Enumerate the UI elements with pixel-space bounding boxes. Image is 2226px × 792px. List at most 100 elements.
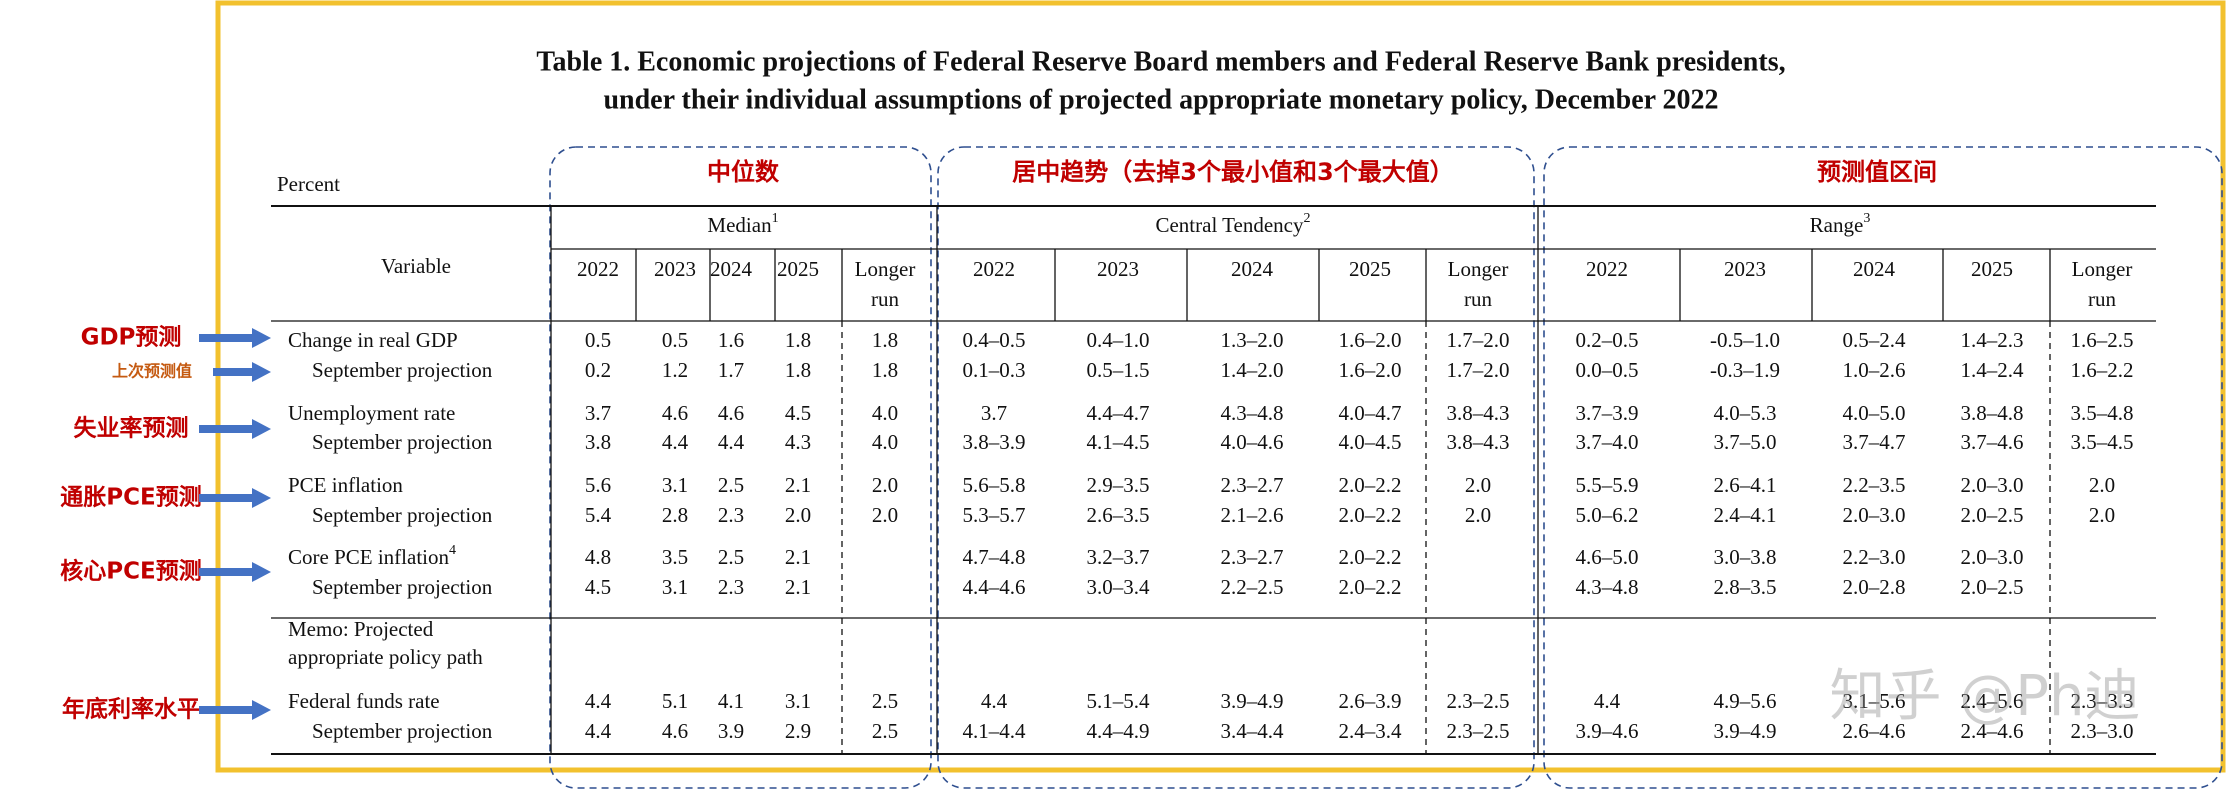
cell: -0.3–1.9 bbox=[1710, 358, 1780, 382]
cell: 3.7–4.0 bbox=[1576, 430, 1639, 454]
cell: 2.3–3.3 bbox=[2071, 689, 2134, 713]
group-header: Range3 bbox=[1810, 211, 1871, 237]
cell: 5.0–6.2 bbox=[1576, 503, 1639, 527]
cell: 0.4–0.5 bbox=[963, 328, 1026, 352]
cell: 2.0–3.0 bbox=[1961, 473, 2024, 497]
cell: 2.5 bbox=[872, 689, 898, 713]
cell: 4.4 bbox=[1594, 689, 1621, 713]
column-header: 2024 bbox=[710, 257, 753, 281]
cell: 2.4–4.1 bbox=[1714, 503, 1777, 527]
row-label: September projection bbox=[312, 719, 493, 743]
arrow-shaft bbox=[199, 334, 255, 342]
cell: 1.7 bbox=[718, 358, 744, 382]
row-label: PCE inflation bbox=[288, 473, 403, 497]
cell: 3.7 bbox=[585, 401, 611, 425]
arrow-shaft bbox=[213, 368, 255, 376]
title-line: Table 1. Economic projections of Federal… bbox=[536, 46, 1785, 77]
cell: 2.9–3.5 bbox=[1087, 473, 1150, 497]
cell: 2.0 bbox=[2089, 473, 2115, 497]
cell: 2.0–3.0 bbox=[1961, 545, 2024, 569]
group-name: Range bbox=[1810, 213, 1864, 237]
footnote: 1 bbox=[772, 211, 779, 226]
cell: 2.6–3.9 bbox=[1339, 689, 1402, 713]
cell: 4.0 bbox=[872, 430, 898, 454]
annotation: 通胀PCE预测 bbox=[60, 485, 201, 511]
column-header: run bbox=[2088, 287, 2116, 311]
column-header: 2022 bbox=[577, 257, 619, 281]
column-header: run bbox=[1464, 287, 1492, 311]
column-header: 2025 bbox=[777, 257, 819, 281]
cell: 1.0–2.6 bbox=[1843, 358, 1906, 382]
cell: 1.8 bbox=[872, 358, 898, 382]
cell: 2.0–2.5 bbox=[1961, 503, 2024, 527]
cell: 3.1 bbox=[662, 575, 688, 599]
cell: 3.7–5.0 bbox=[1714, 430, 1777, 454]
cell: 5.1–5.4 bbox=[1087, 689, 1151, 713]
row-label: Memo: Projected bbox=[288, 617, 434, 641]
cell: 2.2–3.5 bbox=[1843, 473, 1906, 497]
cell: 2.0–2.5 bbox=[1961, 575, 2024, 599]
cell: 3.8–4.3 bbox=[1447, 401, 1510, 425]
cell: 4.0–5.3 bbox=[1714, 401, 1777, 425]
cell: 2.3–2.7 bbox=[1221, 545, 1284, 569]
cell: 2.5 bbox=[872, 719, 898, 743]
arrow-head bbox=[252, 700, 271, 720]
cell: -0.5–1.0 bbox=[1710, 328, 1780, 352]
column-header: 2025 bbox=[1971, 257, 2013, 281]
row-label: September projection bbox=[312, 575, 493, 599]
cell: 2.1 bbox=[785, 545, 811, 569]
label-text: PCE inflation bbox=[288, 473, 403, 497]
cell: 0.5 bbox=[662, 328, 688, 352]
cell: 2.5 bbox=[718, 473, 744, 497]
cell: 4.1–4.4 bbox=[963, 719, 1027, 743]
annotation: GDP预测 bbox=[81, 325, 182, 351]
cell: 1.8 bbox=[872, 328, 898, 352]
row-label: Unemployment rate bbox=[288, 401, 455, 425]
median-box bbox=[549, 146, 932, 789]
arrow-head bbox=[252, 488, 271, 508]
cell: 2.0–3.0 bbox=[1843, 503, 1906, 527]
column-header: 2023 bbox=[1724, 257, 1766, 281]
title-line: under their individual assumptions of pr… bbox=[603, 84, 1718, 115]
cell: 4.4 bbox=[718, 430, 745, 454]
cell: 3.7–4.7 bbox=[1843, 430, 1906, 454]
row-label: September projection bbox=[312, 430, 493, 454]
cell: 2.3–2.5 bbox=[1447, 719, 1510, 743]
label-text: September projection bbox=[312, 503, 493, 527]
cell: 2.3–3.0 bbox=[2071, 719, 2134, 743]
cell: 2.3 bbox=[718, 575, 744, 599]
cell: 2.2–3.0 bbox=[1843, 545, 1906, 569]
cell: 0.2 bbox=[585, 358, 611, 382]
cell: 2.1 bbox=[785, 473, 811, 497]
units: Percent bbox=[277, 172, 340, 196]
cell: 3.9 bbox=[718, 719, 744, 743]
cell: 4.6 bbox=[718, 401, 744, 425]
tendency-box bbox=[937, 146, 1535, 789]
cell: 2.0 bbox=[2089, 503, 2115, 527]
cell: 3.8–3.9 bbox=[963, 430, 1026, 454]
cell: 1.7–2.0 bbox=[1447, 358, 1510, 382]
highlight-label: 居中趋势（去掉3个最小值和3个最大值） bbox=[1012, 158, 1453, 186]
cell: 3.0–3.8 bbox=[1714, 545, 1777, 569]
cell: 2.6–4.6 bbox=[1843, 719, 1906, 743]
annotation: 核心PCE预测 bbox=[60, 558, 201, 585]
arrow-head bbox=[252, 362, 271, 382]
annotation: 年底利率水平 bbox=[62, 696, 200, 723]
row-label: September projection bbox=[312, 503, 493, 527]
group-header: Median1 bbox=[707, 211, 778, 237]
label-text: September projection bbox=[312, 575, 493, 599]
cell: 3.1–5.6 bbox=[1843, 689, 1906, 713]
footnote: 3 bbox=[1863, 211, 1870, 226]
annotation: 失业率预测 bbox=[74, 415, 189, 442]
cell: 3.5–4.8 bbox=[2071, 401, 2134, 425]
footnote: 2 bbox=[1304, 211, 1311, 226]
group-name: Central Tendency bbox=[1155, 213, 1304, 237]
cell: 4.6 bbox=[662, 401, 688, 425]
cell: 3.2–3.7 bbox=[1087, 545, 1150, 569]
cell: 1.3–2.0 bbox=[1221, 328, 1284, 352]
cell: 2.0–2.2 bbox=[1339, 473, 1402, 497]
group-header: Central Tendency2 bbox=[1155, 211, 1310, 237]
cell: 4.3–4.8 bbox=[1576, 575, 1639, 599]
cell: 4.3–4.8 bbox=[1221, 401, 1284, 425]
annotation: 上次预测值 bbox=[112, 362, 192, 381]
